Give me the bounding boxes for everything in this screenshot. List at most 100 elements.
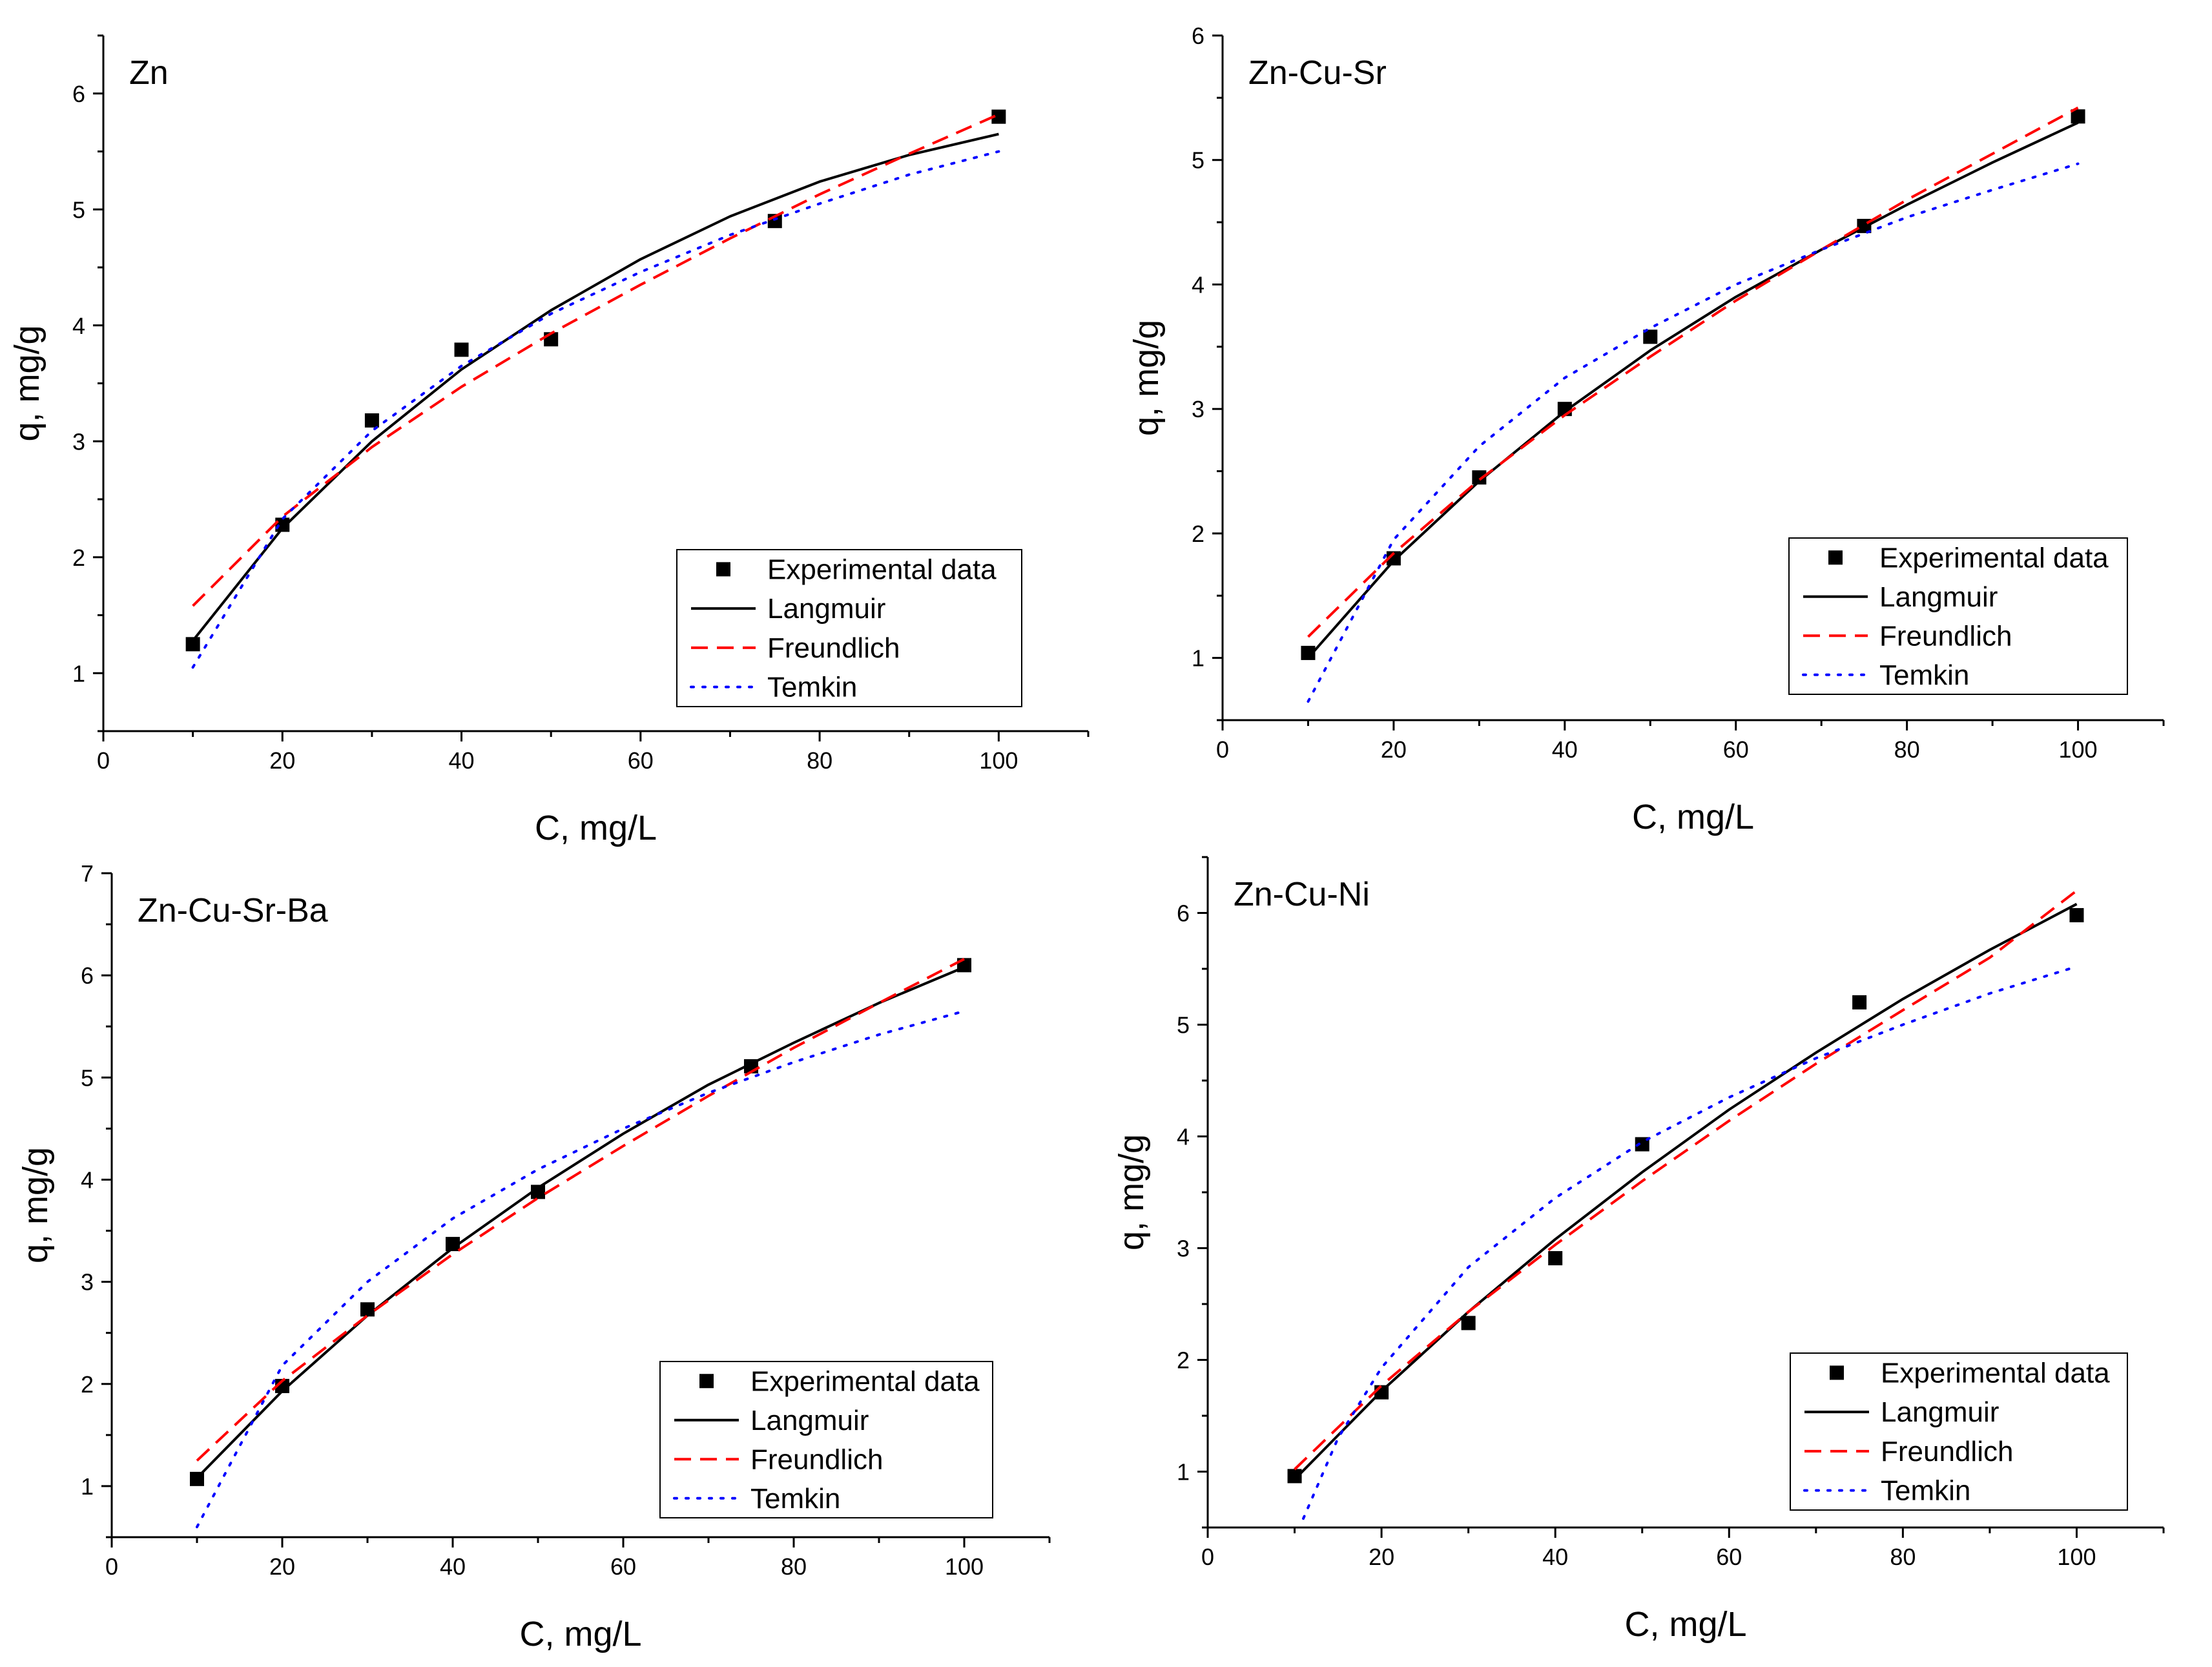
legend-box <box>659 1361 993 1518</box>
y-tick-label: 1 <box>81 1473 94 1500</box>
y-tick-label: 6 <box>1192 23 1204 49</box>
x-tick-label: 60 <box>1723 736 1749 763</box>
series-line-freundlich <box>192 113 1000 607</box>
y-tick-label: 5 <box>1192 147 1204 174</box>
y-tick-label: 6 <box>81 962 94 989</box>
legend-box <box>1790 1352 2128 1511</box>
panel-title: Zn-Cu-Sr <box>1248 54 1387 92</box>
data-point-experimental-data <box>454 342 469 357</box>
legend-label: Langmuir <box>1879 581 1998 613</box>
x-tick-label: 60 <box>610 1553 636 1580</box>
data-point-experimental-data <box>2071 109 2085 124</box>
data-point-experimental-data <box>991 109 1006 124</box>
y-tick-label: 3 <box>1177 1236 1190 1262</box>
series-line-temkin <box>191 150 1000 669</box>
legend-label: Freundlich <box>767 632 900 664</box>
legend-label: Experimental data <box>750 1365 980 1397</box>
y-tick-label: 6 <box>72 81 85 107</box>
y-tick-label: 1 <box>72 660 85 687</box>
data-point-experimental-data <box>531 1185 545 1199</box>
x-tick-label: 40 <box>449 747 475 774</box>
series-line-langmuir <box>1294 902 2078 1481</box>
legend-label: Langmuir <box>1881 1396 1999 1428</box>
y-axis-label: q, mg/g <box>16 1147 55 1263</box>
y-tick-label: 4 <box>72 313 85 339</box>
x-tick-label: 20 <box>269 747 295 774</box>
y-tick-label: 7 <box>81 860 94 887</box>
data-point-experimental-data <box>1643 329 1658 344</box>
legend-label: Temkin <box>750 1483 840 1515</box>
y-tick-label: 6 <box>1177 900 1190 927</box>
x-tick-label: 40 <box>440 1553 466 1580</box>
y-tick-label: 5 <box>72 196 85 223</box>
y-tick-label: 3 <box>1192 396 1204 422</box>
legend: Experimental data Langmuir Freundlich Temki… <box>676 549 1022 707</box>
legend-label: Temkin <box>1881 1475 1970 1507</box>
x-axis-label: C, mg/L <box>1624 1605 1746 1644</box>
legend-marker <box>699 1374 714 1389</box>
data-point-experimental-data <box>1548 1251 1563 1266</box>
legend-box <box>1788 537 2128 695</box>
series-line-temkin <box>1302 965 2078 1520</box>
legend-label: Experimental data <box>767 554 997 585</box>
y-tick-label: 4 <box>1192 271 1204 298</box>
x-tick-label: 80 <box>807 747 832 774</box>
x-tick-label: 40 <box>1552 736 1578 763</box>
legend-label: Temkin <box>767 672 857 703</box>
x-tick-label: 40 <box>1542 1544 1568 1570</box>
x-tick-label: 20 <box>1381 736 1407 763</box>
x-tick-label: 100 <box>2059 736 2098 763</box>
data-point-experimental-data <box>185 637 200 652</box>
legend-label: Langmuir <box>767 593 885 625</box>
x-axis-label: C, mg/L <box>1632 798 1754 836</box>
data-point-experimental-data <box>1386 551 1401 566</box>
chart-panel-2: 0 20 40 60 80 100 1 2 3 4 5 6 C, mg/L q, mg/g Zn-Cu-Sr… <box>1127 23 2165 836</box>
x-tick-label: 20 <box>269 1553 295 1580</box>
y-tick-label: 2 <box>1177 1347 1190 1374</box>
x-tick-label: 60 <box>1716 1544 1742 1570</box>
x-tick-label: 20 <box>1369 1544 1394 1570</box>
x-tick-label: 0 <box>97 747 110 774</box>
legend-label: Temkin <box>1879 659 1969 691</box>
x-axis-label: C, mg/L <box>535 809 657 847</box>
y-tick-label: 5 <box>1177 1012 1190 1039</box>
panel-title: Zn <box>129 54 169 92</box>
legend-box <box>676 549 1022 707</box>
y-tick-label: 2 <box>72 544 85 571</box>
x-tick-label: 80 <box>781 1553 807 1580</box>
series-line-temkin <box>196 1010 966 1529</box>
series-line-langmuir <box>196 966 965 1479</box>
y-axis-label: q, mg/g <box>1127 320 1166 436</box>
x-axis-label: C, mg/L <box>519 1615 641 1653</box>
x-tick-label: 100 <box>2057 1544 2096 1570</box>
data-point-experimental-data <box>1635 1137 1649 1152</box>
y-tick-label: 4 <box>1177 1124 1190 1150</box>
data-point-experimental-data <box>2069 907 2084 922</box>
legend: Experimental data Langmuir Freundlich Temki… <box>1788 537 2128 695</box>
data-point-experimental-data <box>1287 1469 1302 1484</box>
chart-panel-3: 0 20 40 60 80 100 1 2 3 4 5 6 7 C, mg/L q, mg/g Zn-Cu-S… <box>16 860 1051 1653</box>
data-point-experimental-data <box>275 517 290 532</box>
legend-label: Freundlich <box>1879 620 2012 652</box>
legend-label: Experimental data <box>1881 1357 2110 1389</box>
data-point-experimental-data <box>1461 1316 1476 1330</box>
x-tick-label: 0 <box>105 1553 118 1580</box>
panel-title: Zn-Cu-Ni <box>1234 876 1370 913</box>
x-tick-label: 80 <box>1894 736 1920 763</box>
series-line-temkin <box>1307 162 2080 703</box>
x-tick-label: 100 <box>979 747 1018 774</box>
y-axis-label: q, mg/g <box>1112 1134 1151 1250</box>
chart-panel-1: 0 20 40 60 80 100 1 2 3 4 5 6 C, mg/L q, mg/g Zn Experi… <box>8 34 1090 847</box>
series-line-langmuir <box>192 132 999 642</box>
y-tick-label: 2 <box>1192 521 1204 547</box>
legend: Experimental data Langmuir Freundlich Temki… <box>659 1361 993 1518</box>
y-tick-label: 3 <box>72 428 85 455</box>
legend-marker <box>716 562 730 577</box>
series-line-freundlich <box>1294 889 2078 1471</box>
data-point-experimental-data <box>1852 995 1867 1010</box>
y-axis-label: q, mg/g <box>8 325 47 441</box>
y-tick-label: 3 <box>81 1269 94 1296</box>
x-tick-label: 60 <box>628 747 654 774</box>
data-point-experimental-data <box>446 1237 460 1252</box>
